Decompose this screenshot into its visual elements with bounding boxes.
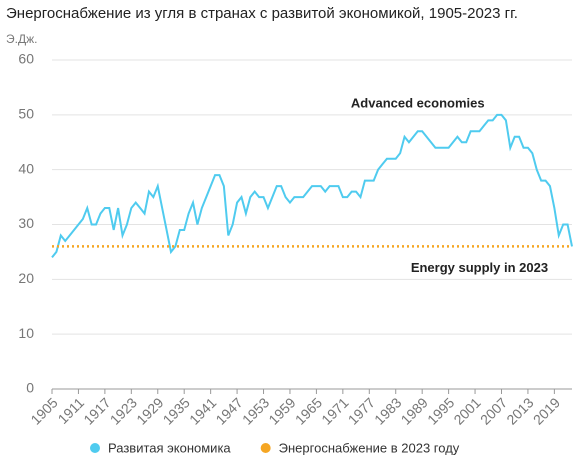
- x-tick-label: 1989: [398, 394, 431, 427]
- x-tick-label: 1947: [212, 394, 245, 427]
- x-tick-label: 1953: [239, 394, 272, 427]
- x-tick-label: 1935: [160, 394, 193, 427]
- x-tick-label: 1923: [107, 394, 140, 427]
- y-tick-label: 30: [18, 215, 34, 231]
- legend-label: Развитая экономика: [108, 440, 231, 455]
- x-tick-label: 1959: [265, 394, 298, 427]
- legend-label: Энергоснабжение в 2023 году: [279, 440, 460, 455]
- y-tick-label: 50: [18, 106, 34, 122]
- x-tick-label: 2001: [450, 394, 483, 427]
- x-tick-label: 2013: [503, 394, 536, 427]
- legend-marker: [90, 443, 100, 453]
- y-tick-label: 60: [18, 51, 34, 67]
- series-line: [51, 113, 573, 259]
- x-tick-label: 1941: [186, 394, 219, 427]
- chart-title: Энергоснабжение из угля в странах с разв…: [6, 5, 518, 22]
- y-tick-label: 0: [26, 380, 34, 396]
- y-unit: Э.Дж.: [6, 32, 37, 46]
- x-tick-label: 1971: [318, 394, 351, 427]
- x-tick-label: 2007: [477, 394, 510, 427]
- x-tick-label: 1911: [55, 394, 88, 427]
- y-tick-label: 20: [18, 270, 34, 286]
- x-tick-label: 1905: [27, 394, 60, 427]
- x-tick-label: 2019: [530, 394, 563, 427]
- y-tick-label: 10: [18, 325, 34, 341]
- annotation: Advanced economies: [351, 95, 485, 110]
- x-tick-label: 1983: [371, 394, 404, 427]
- x-tick-label: 1995: [424, 394, 457, 427]
- y-tick-label: 40: [18, 160, 34, 176]
- x-tick-label: 1965: [292, 394, 325, 427]
- annotation: Energy supply in 2023: [411, 260, 548, 275]
- legend-marker: [260, 443, 271, 453]
- x-tick-label: 1977: [345, 394, 378, 427]
- x-tick-label: 1929: [133, 394, 166, 427]
- x-tick-label: 1917: [80, 394, 113, 427]
